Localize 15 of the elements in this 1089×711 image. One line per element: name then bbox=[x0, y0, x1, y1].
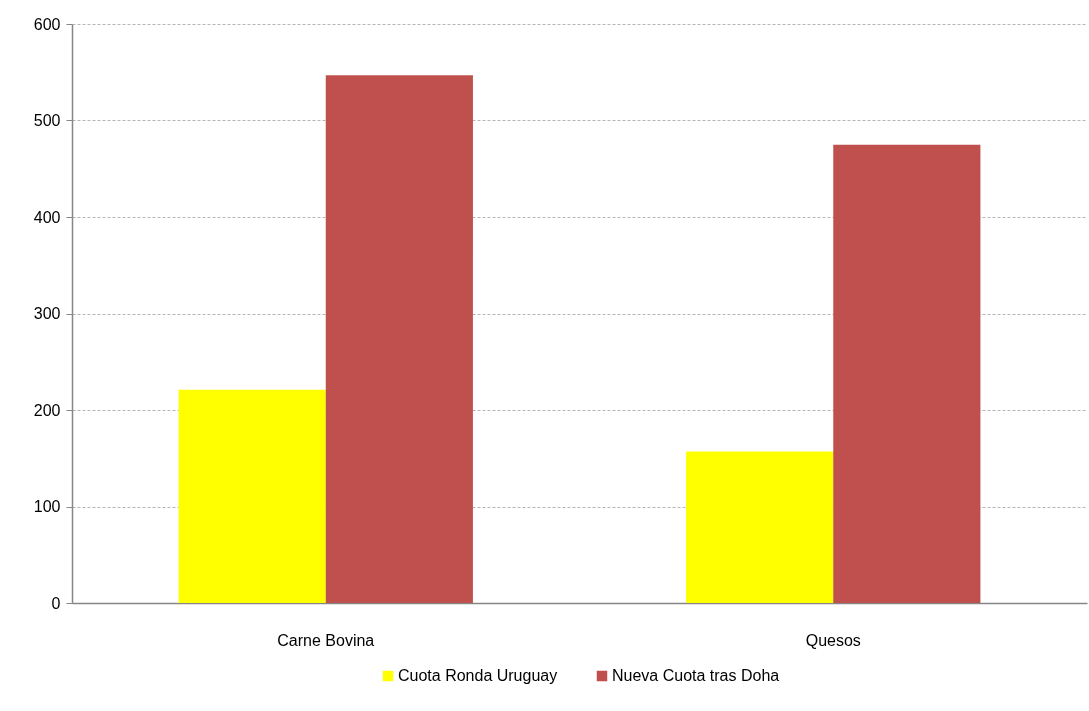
bar bbox=[833, 144, 981, 603]
y-tick-label: 400 bbox=[33, 208, 61, 226]
bar bbox=[686, 451, 834, 603]
y-tick-label: 500 bbox=[33, 112, 61, 129]
y-tick-label: 100 bbox=[33, 498, 61, 515]
legend-label: Cuota Ronda Uruguay bbox=[398, 667, 558, 684]
legend-label: Nueva Cuota tras Doha bbox=[612, 667, 780, 684]
y-tick-label: 0 bbox=[51, 594, 61, 612]
bar bbox=[325, 75, 473, 603]
x-tick-label: Quesos bbox=[805, 631, 861, 649]
bar bbox=[178, 389, 326, 603]
y-tick-label: 600 bbox=[33, 15, 61, 33]
y-tick-label: 300 bbox=[33, 305, 61, 322]
x-tick-label: Carne Bovina bbox=[277, 631, 375, 649]
y-tick-label: 200 bbox=[33, 401, 61, 419]
